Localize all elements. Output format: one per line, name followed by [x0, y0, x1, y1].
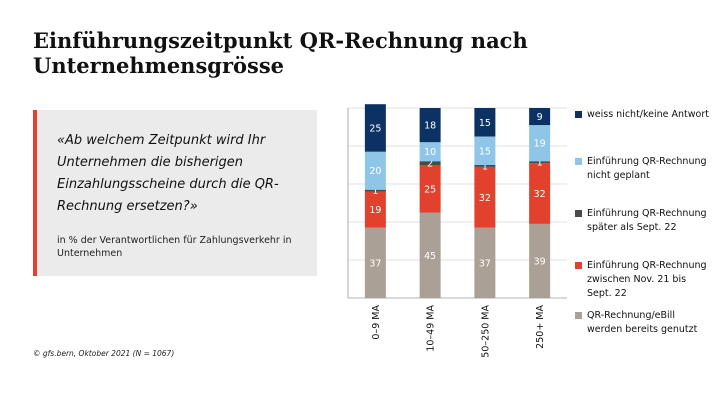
data-label: 18	[424, 121, 436, 132]
data-label: 19	[369, 205, 381, 216]
data-label: 1	[372, 186, 378, 197]
legend-swatch	[575, 262, 582, 269]
legend-swatch	[575, 111, 582, 118]
bar-segment	[474, 227, 496, 298]
bar-segment	[419, 108, 441, 143]
bar-segment	[364, 191, 386, 228]
x-tick-label: 0–9 MA	[371, 305, 382, 340]
bar-segment	[419, 212, 441, 298]
bar-segment	[364, 151, 386, 190]
survey-question: «Ab welchem Zeitpunkt wird Ihr Unternehm…	[57, 133, 279, 214]
legend-swatch	[575, 312, 582, 319]
data-label: 39	[534, 256, 546, 267]
question-box: «Ab welchem Zeitpunkt wird Ihr Unternehm…	[33, 110, 317, 276]
legend-swatch	[575, 158, 582, 165]
bar-segment	[364, 104, 386, 152]
legend-label: weiss nicht/keine Antwort	[587, 109, 709, 120]
accent-bar	[33, 110, 37, 276]
bar-segment	[419, 161, 441, 165]
x-tick-label: 250+ MA	[535, 305, 546, 349]
bar-segment	[474, 136, 496, 165]
x-tick-label: 50–250 MA	[480, 305, 491, 358]
data-label: 10	[424, 147, 436, 158]
bar-segment	[529, 223, 551, 298]
legend-swatch	[575, 210, 582, 217]
data-label: 19	[534, 139, 546, 150]
data-label: 1	[482, 161, 488, 172]
data-label: 37	[479, 258, 491, 269]
bar-segment	[419, 142, 441, 162]
bar-segment	[529, 125, 551, 162]
data-label: 25	[369, 123, 381, 134]
data-label: 2	[427, 159, 433, 170]
bar-segment	[474, 166, 496, 228]
source-note: © gfs.bern, Oktober 2021 (N = 1067)	[33, 349, 175, 358]
bar-segment	[474, 108, 496, 137]
bar-segment	[529, 163, 551, 224]
legend-label: QR-Rechnung/eBill werden bereits genutzt	[587, 310, 698, 335]
data-label: 32	[479, 193, 491, 204]
data-label: 15	[479, 146, 491, 157]
data-label: 32	[534, 189, 546, 200]
data-label: 1	[537, 158, 543, 169]
bar-segment	[529, 108, 551, 126]
legend-label: Einführung QR-Rechnung zwischen Nov. 21 …	[587, 260, 707, 299]
chart-title: Einführungszeitpunkt QR-Rechnung nach Un…	[33, 28, 528, 78]
data-label: 45	[424, 251, 436, 262]
x-tick-label: 10–49 MA	[426, 305, 437, 352]
bar-segment	[474, 165, 496, 167]
data-label: 20	[369, 166, 381, 177]
bar-segment	[529, 161, 551, 164]
legend-label: Einführung QR-Rechnung nicht geplant	[587, 156, 707, 181]
survey-subtitle: in % der Verantwortlichen für Zahlungsve…	[57, 235, 292, 259]
data-label: 9	[537, 112, 543, 123]
data-label: 15	[479, 118, 491, 129]
data-label: 25	[424, 184, 436, 195]
bar-segment	[364, 227, 386, 298]
bar-segment	[364, 189, 386, 192]
legend-label: Einführung QR-Rechnung später als Sept. …	[587, 208, 707, 233]
bar-segment	[419, 165, 441, 213]
data-label: 37	[369, 258, 381, 269]
